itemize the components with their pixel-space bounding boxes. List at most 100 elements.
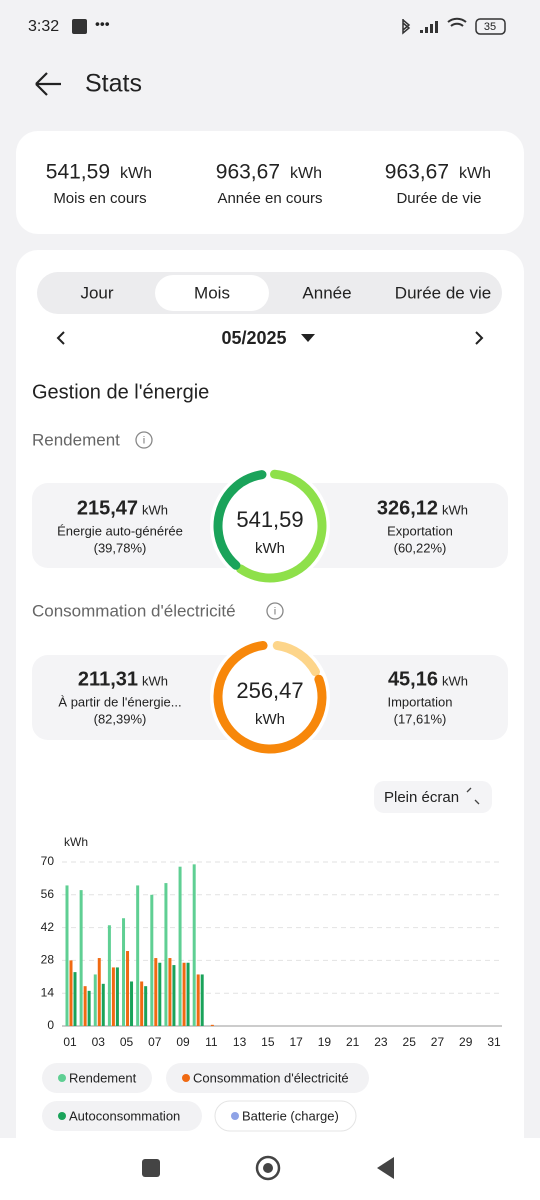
- bar: [210, 1024, 214, 1026]
- fullscreen-button[interactable]: [374, 781, 492, 813]
- y-tick-label: 70: [41, 854, 55, 868]
- ring-bg: [210, 637, 330, 757]
- x-tick-label: 17: [289, 1035, 303, 1049]
- tab[interactable]: Mois: [194, 283, 230, 302]
- bar: [186, 962, 190, 1026]
- tab[interactable]: Durée de vie: [395, 283, 491, 302]
- box-value: 215,47: [77, 497, 138, 519]
- summary-unit: kWh: [459, 165, 491, 182]
- bar: [101, 983, 105, 1026]
- x-tick-label: 13: [233, 1035, 247, 1049]
- box-share: (17,61%): [394, 711, 447, 726]
- box-label: Importation: [387, 694, 452, 709]
- prev-period[interactable]: [56, 331, 65, 345]
- ring-unit: kWh: [255, 711, 285, 728]
- bar: [200, 974, 204, 1026]
- period[interactable]: 05/2025: [221, 328, 286, 348]
- battery-level: 35: [484, 21, 496, 33]
- x-tick-label: 15: [261, 1035, 275, 1049]
- nav-home-dot: [263, 1163, 273, 1173]
- summary: 541,59 kWh Mois en cours 963,67 kWh Année en …: [46, 161, 491, 207]
- bar: [144, 986, 148, 1026]
- bar: [196, 974, 200, 1026]
- nav-back[interactable]: [377, 1157, 394, 1179]
- tab[interactable]: Jour: [80, 283, 113, 302]
- summary-unit: kWh: [120, 165, 152, 182]
- box-share: (82,39%): [94, 711, 147, 726]
- page-title: Stats: [85, 70, 142, 98]
- tab-selected: [155, 275, 269, 311]
- bar: [79, 890, 83, 1026]
- box-unit: kWh: [142, 673, 168, 688]
- legend-chip[interactable]: [166, 1063, 369, 1093]
- x-tick-label: 29: [459, 1035, 473, 1049]
- nav-recent[interactable]: [142, 1159, 160, 1177]
- yield-values: 215,47 kWh Énergie auto-générée (39,78%) 326…: [57, 497, 468, 557]
- next-period[interactable]: [475, 331, 484, 345]
- y-axis-label: kWh: [64, 835, 88, 849]
- legend-dot: [182, 1074, 190, 1082]
- linkedin-icon: [72, 19, 87, 34]
- legend-label: Batterie (charge): [242, 1108, 339, 1123]
- x-tick-label: 19: [318, 1035, 332, 1049]
- info-icon[interactable]: [266, 602, 284, 620]
- bar: [87, 990, 91, 1026]
- section-title: Gestion de l'énergie: [32, 381, 209, 403]
- x-tick-label: 11: [205, 1035, 218, 1049]
- y-tick-label: 28: [41, 953, 55, 967]
- summary-card: [16, 131, 524, 234]
- info-i: i: [274, 607, 276, 618]
- tab-bar: [37, 272, 502, 314]
- x-tick-label: 01: [63, 1035, 77, 1049]
- bluetooth-icon: [402, 19, 411, 35]
- legend-dot: [58, 1074, 66, 1082]
- legend-chip[interactable]: [42, 1101, 202, 1131]
- bar: [122, 918, 126, 1026]
- bar: [168, 958, 172, 1026]
- bar: [83, 986, 87, 1026]
- y-tick-label: 56: [41, 887, 55, 901]
- tab[interactable]: Année: [302, 283, 351, 302]
- consumption-ring-own: [213, 640, 327, 754]
- bar: [158, 962, 162, 1026]
- period-dropdown[interactable]: [301, 334, 315, 342]
- summary-value: 541,59: [46, 161, 110, 184]
- back-button[interactable]: [35, 72, 61, 96]
- bar: [178, 866, 182, 1026]
- ring-bg: [210, 466, 330, 586]
- consumption-ring-import: [213, 640, 327, 754]
- bar: [150, 894, 154, 1026]
- nav-home[interactable]: [255, 1155, 281, 1181]
- box-unit: kWh: [142, 502, 168, 517]
- bar: [192, 864, 196, 1026]
- legend-chip[interactable]: [214, 1100, 357, 1132]
- x-tick-label: 09: [176, 1035, 190, 1049]
- wifi-icon: [447, 17, 467, 27]
- bar: [154, 958, 158, 1026]
- x-tick-label: 03: [92, 1035, 106, 1049]
- legend-label: Autoconsommation: [69, 1108, 180, 1123]
- bar: [126, 951, 130, 1026]
- legend-label: Rendement: [69, 1070, 137, 1085]
- summary-label: Année en cours: [217, 190, 322, 207]
- bar: [107, 925, 111, 1026]
- summary-unit: kWh: [290, 165, 322, 182]
- status-dots: •••: [95, 16, 110, 32]
- info-icon[interactable]: [135, 431, 153, 449]
- box-value: 326,12: [377, 497, 438, 519]
- summary-value: 963,67: [216, 161, 280, 184]
- y-tick-label: 14: [41, 985, 55, 999]
- bar: [115, 967, 119, 1026]
- summary-label: Mois en cours: [53, 190, 146, 207]
- ring-value: 541,59: [236, 507, 303, 532]
- consumption-title: Consommation d'électricité: [32, 601, 236, 620]
- legend-chip[interactable]: [42, 1063, 152, 1093]
- bar: [136, 885, 140, 1026]
- bar: [130, 981, 134, 1026]
- y-tick-label: 0: [47, 1018, 54, 1032]
- x-tick-label: 27: [431, 1035, 445, 1049]
- bar: [73, 972, 77, 1026]
- bar: [111, 967, 115, 1026]
